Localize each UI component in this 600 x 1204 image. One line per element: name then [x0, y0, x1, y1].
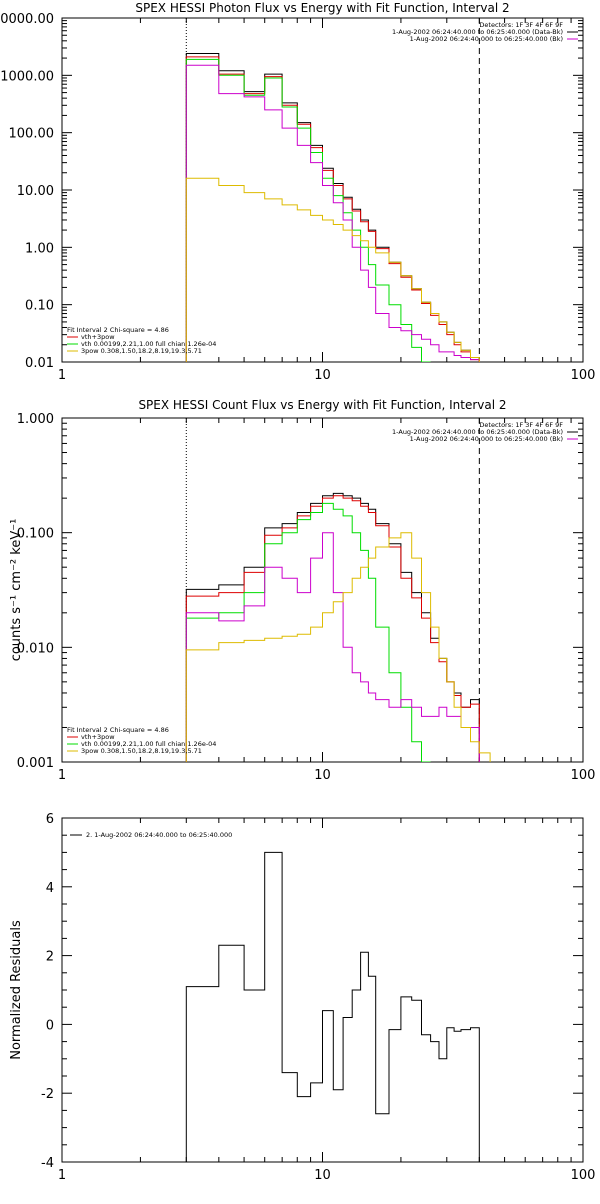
y-tick-label: 6 — [46, 812, 54, 827]
y-tick-label: 0.01 — [25, 356, 54, 371]
plot-frame — [61, 417, 584, 763]
series-3pow-line — [185, 177, 480, 362]
legend-entry: vth+3pow — [81, 733, 115, 741]
y-tick-label: 0.001 — [17, 756, 54, 771]
y-tick-label: -2 — [41, 1087, 54, 1102]
plot-area — [185, 53, 480, 362]
legend-entry: vth 0.00199,2.21,1.00 full chian 1.26e-0… — [81, 740, 216, 748]
chart-photon: SPEX HESSI Photon Flux vs Energy with Fi… — [0, 1, 595, 383]
info-line: 1-Aug-2002 06:24:40.000 to 06:25:40.000 … — [392, 28, 563, 36]
y-tick-label: 0.10 — [25, 299, 54, 314]
chart-title: SPEX HESSI Photon Flux vs Energy with Fi… — [135, 1, 509, 15]
y-tick-label: 10.00 — [17, 184, 54, 199]
series-vth-line — [185, 502, 431, 762]
y-tick-label: 10000.00 — [0, 12, 54, 27]
legend-entry: vth+3pow — [81, 333, 115, 341]
info-line: Detectors: 1F 3F 4F 6F 9F — [479, 21, 563, 29]
legend-entry: 2. 1-Aug-2002 06:24:40.000 to 06:25:40.0… — [86, 831, 232, 839]
x-tick-label: 1 — [58, 368, 66, 383]
x-tick-label: 100 — [571, 768, 596, 783]
legend-entry: vth 0.00199,2.21,1.00 full chian 1.26e-0… — [81, 340, 216, 348]
series-vth-line — [185, 58, 431, 362]
series-residuals-line — [185, 851, 480, 1162]
series-vth+3pow-line — [185, 56, 480, 362]
chart-count: SPEX HESSI Count Flux vs Energy with Fit… — [9, 398, 595, 783]
info-line: 1-Aug-2002 06:24:40.000 to 06:25:40.000 … — [392, 428, 563, 436]
y-axis-label: counts s⁻¹ cm⁻² keV⁻¹ — [9, 519, 24, 662]
y-axis-label: Normalized Residuals — [9, 920, 24, 1060]
plot-frame — [61, 817, 584, 1163]
y-tick-label: 1000.00 — [0, 69, 54, 84]
x-tick-label: 10 — [314, 368, 331, 383]
series-background-line — [185, 64, 480, 362]
y-tick-label: 0.010 — [17, 641, 54, 656]
series-3pow-line — [185, 532, 491, 762]
info-line: 1-Aug-2002 06:24:40.000 to 06:25:40.000 … — [410, 435, 563, 443]
y-tick-label: 0 — [46, 1018, 54, 1033]
legend-entry: 3pow 0.308,1.50,18.2,8.19,19.3,5.71 — [81, 347, 202, 355]
y-tick-label: 100.00 — [9, 127, 55, 142]
series-background-line — [185, 532, 480, 762]
y-tick-label: 1.000 — [17, 412, 54, 427]
y-tick-label: 4 — [46, 881, 54, 896]
plot-area — [185, 851, 480, 1162]
chart-residuals: 1 10 100 -4 -2 0 2 4 6 Normalized Residuals 2. 1-A… — [9, 812, 595, 1183]
x-tick-label: 10 — [314, 768, 331, 783]
x-tick-label: 100 — [571, 368, 596, 383]
y-tick-label: 1.00 — [25, 241, 54, 256]
info-line: Detectors: 1F 3F 4F 6F 9F — [479, 421, 563, 429]
x-tick-label: 10 — [314, 1168, 331, 1183]
legend-header: Fit Interval 2 Chi-square = 4.86 — [67, 326, 169, 334]
plot-frame — [61, 17, 584, 363]
y-tick-label: -4 — [41, 1156, 54, 1171]
x-tick-label: 1 — [58, 768, 66, 783]
legend-entry: 3pow 0.308,1.50,18.2,8.19,19.3,5.71 — [81, 747, 202, 755]
x-tick-label: 100 — [571, 1168, 596, 1183]
info-line: 1-Aug-2002 06:24:40.000 to 06:25:40.000 … — [410, 35, 563, 43]
plot-area — [185, 492, 491, 762]
legend-header: Fit Interval 2 Chi-square = 4.86 — [67, 726, 169, 734]
x-tick-label: 1 — [58, 1168, 66, 1183]
y-tick-label: 2 — [46, 950, 54, 965]
chart-title: SPEX HESSI Count Flux vs Energy with Fit… — [138, 398, 506, 412]
y-tick-label: 0.100 — [17, 527, 54, 542]
